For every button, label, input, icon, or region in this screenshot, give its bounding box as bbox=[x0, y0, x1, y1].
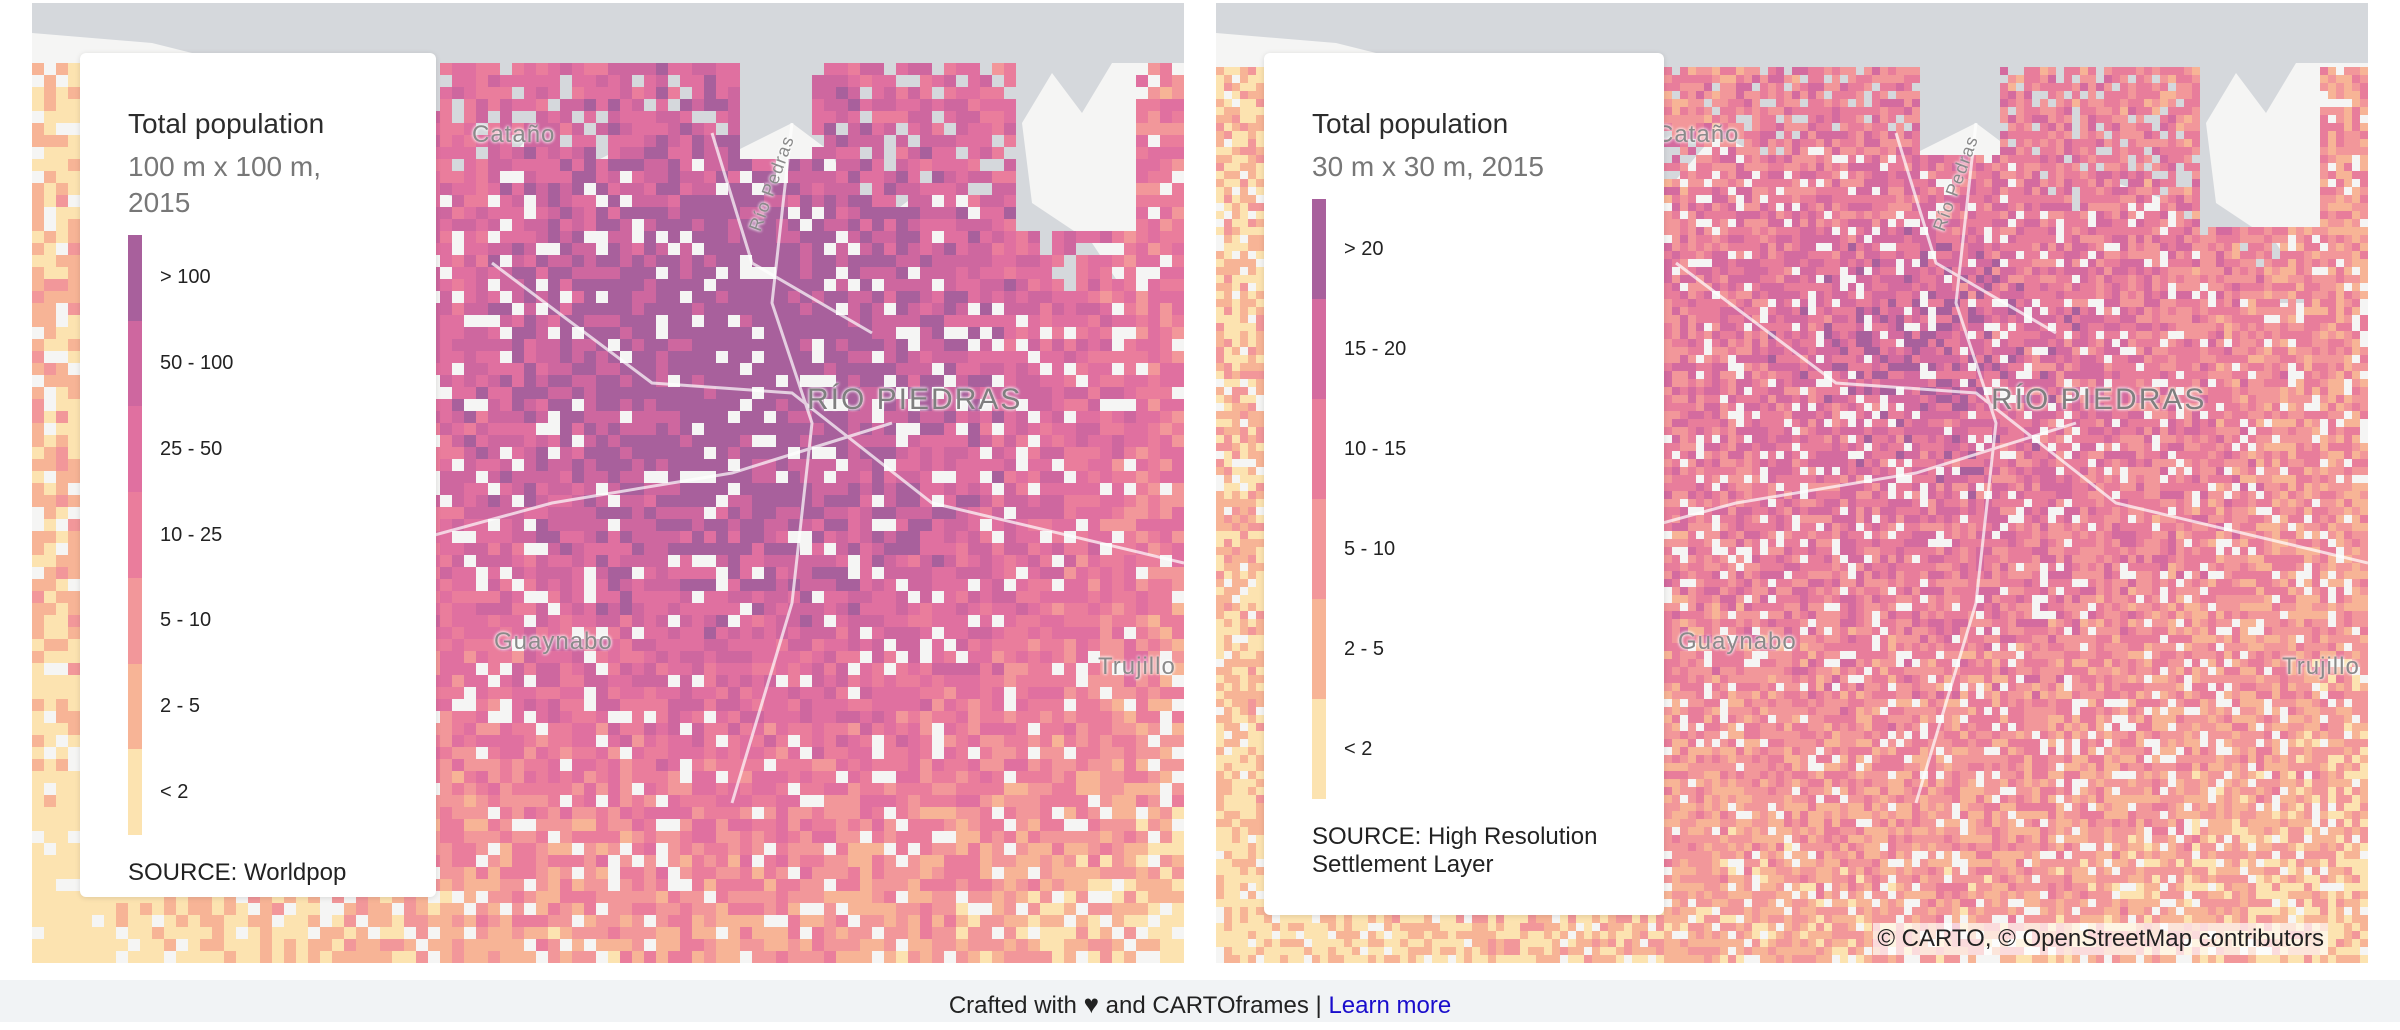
learn-more-link[interactable]: Learn more bbox=[1328, 992, 1452, 1019]
legend-label: 5 - 10 bbox=[1344, 537, 1396, 560]
map-hrsl[interactable]: Cataño Río Pedras RÍO PIEDRAS Guaynabo T… bbox=[1216, 3, 2368, 963]
legend-swatch bbox=[128, 492, 142, 578]
legend-color-bar bbox=[1312, 199, 1326, 799]
place-label-rio-piedras: RÍO PIEDRAS bbox=[807, 383, 1023, 416]
map-attribution[interactable]: © CARTO, © OpenStreetMap contributors bbox=[1873, 923, 2328, 955]
legend-subtitle: 30 m x 30 m, 2015 bbox=[1312, 151, 1544, 182]
legend-swatch bbox=[1312, 199, 1326, 299]
legend-source: SOURCE: High Resolution Settlement Layer bbox=[1312, 823, 1598, 878]
legend-label: 50 - 100 bbox=[160, 352, 234, 375]
legend-swatch bbox=[1312, 599, 1326, 699]
place-label-trujillo: Trujillo bbox=[2282, 653, 2360, 680]
footer-text-before: Crafted with bbox=[948, 992, 1077, 1019]
legend-panel: Total population 30 m x 30 m, 2015 > 20 1… bbox=[1264, 53, 1664, 915]
legend-label: 2 - 5 bbox=[1344, 637, 1385, 660]
legend-swatch bbox=[1312, 699, 1326, 799]
legend-subtitle: 100 m x 100 m, 2015 bbox=[128, 151, 321, 218]
legend-title: Total population bbox=[128, 108, 325, 139]
legend-label: 25 - 50 bbox=[160, 437, 223, 460]
legend-scale: > 20 15 - 20 10 - 15 5 - 10 2 - 5 < 2 bbox=[1312, 199, 1616, 799]
legend-labels: > 100 50 - 100 25 - 50 10 - 25 5 - 10 2 - 5 < … bbox=[160, 235, 233, 835]
legend-swatch bbox=[1312, 299, 1326, 399]
legend-labels: > 20 15 - 20 10 - 15 5 - 10 2 - 5 < 2 bbox=[1344, 199, 1406, 799]
legend-label: < 2 bbox=[1344, 737, 1373, 760]
legend-label: 2 - 5 bbox=[160, 694, 201, 717]
heart-icon: ♥ bbox=[1083, 989, 1099, 1019]
legend-label: > 20 bbox=[1344, 237, 1384, 260]
legend-label: 5 - 10 bbox=[160, 609, 212, 632]
legend-title: Total population bbox=[1312, 108, 1509, 139]
legend-swatch bbox=[128, 406, 142, 493]
legend-swatch bbox=[128, 749, 142, 836]
place-label-trujillo: Trujillo bbox=[1098, 653, 1176, 680]
legend-swatch bbox=[128, 577, 142, 664]
place-label-catano: Cataño bbox=[1656, 121, 1740, 148]
legend-label: > 100 bbox=[160, 266, 211, 289]
legend-label: < 2 bbox=[160, 780, 189, 803]
legend-swatch bbox=[1312, 399, 1326, 499]
footer-text-after: and CARTOframes | bbox=[1105, 992, 1322, 1019]
map-worldpop[interactable]: Cataño Río Pedras RÍO PIEDRAS Guaynabo T… bbox=[32, 3, 1184, 963]
legend-label: 15 - 20 bbox=[1344, 337, 1407, 360]
legend-swatch bbox=[128, 320, 142, 407]
legend-swatch bbox=[1312, 499, 1326, 599]
legend-swatch bbox=[128, 663, 142, 750]
legend-source: SOURCE: Worldpop bbox=[128, 859, 347, 886]
place-label-guaynabo: Guaynabo bbox=[494, 628, 613, 655]
place-label-catano: Cataño bbox=[472, 121, 556, 148]
place-label-guaynabo: Guaynabo bbox=[1678, 628, 1797, 655]
footer: Crafted with ♥ and CARTOframes | Learn m… bbox=[0, 980, 2400, 1022]
legend-scale: > 100 50 - 100 25 - 50 10 - 25 5 - 10 2 - 5 < … bbox=[128, 235, 388, 836]
legend-swatch bbox=[128, 235, 142, 321]
legend-color-bar bbox=[128, 235, 142, 836]
place-label-rio-piedras: RÍO PIEDRAS bbox=[1991, 383, 2207, 416]
legend-label: 10 - 25 bbox=[160, 523, 223, 546]
legend-label: 10 - 15 bbox=[1344, 437, 1407, 460]
legend-panel: Total population 100 m x 100 m, 2015 > 1… bbox=[80, 53, 436, 897]
